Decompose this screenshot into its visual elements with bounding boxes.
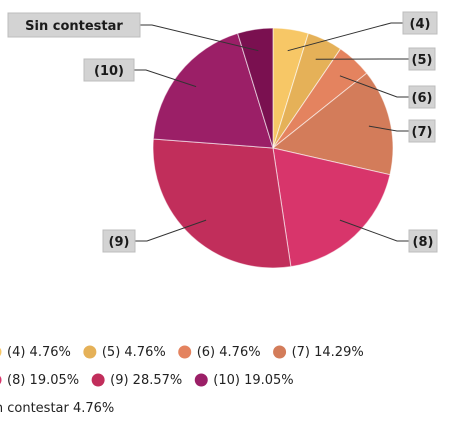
legend-label-7: (7) 14.29% xyxy=(292,345,364,360)
callout-label-sin-contestar: Sin contestar xyxy=(25,19,123,34)
callout-box-9 xyxy=(102,229,136,253)
legend-swatch-7 xyxy=(273,345,287,359)
callout-box-6 xyxy=(408,85,436,109)
legend-label-10: (10) 19.05% xyxy=(213,373,293,388)
legend-label-8: (8) 19.05% xyxy=(7,373,79,388)
callout-box-sin-contestar xyxy=(7,12,141,38)
callout-label-10: (10) xyxy=(94,64,124,79)
legend-label-6: (6) 4.76% xyxy=(197,345,261,360)
callout-box-4 xyxy=(402,11,438,35)
legend-swatch-4 xyxy=(0,347,2,357)
leader-lines-layer xyxy=(134,22,409,242)
callout-box-5 xyxy=(408,47,436,71)
legend-swatch-8 xyxy=(0,375,2,385)
pie-slice-8 xyxy=(272,147,391,268)
callout-label-8: (8) xyxy=(413,235,434,250)
leader-line-6 xyxy=(339,75,409,98)
legend-label-sin-contestar: Sin contestar 4.76% xyxy=(0,401,114,416)
callout-label-7: (7) xyxy=(412,125,433,140)
pie-slice-9 xyxy=(152,138,292,269)
legend-swatch-9 xyxy=(91,373,105,387)
callout-box-8 xyxy=(408,229,438,253)
pie-slice-7 xyxy=(271,72,394,176)
pie-slice-sin-contestar xyxy=(237,27,274,149)
legend-label-5: (5) 4.76% xyxy=(102,345,166,360)
callout-label-9: (9) xyxy=(109,235,130,250)
legend-swatch-5 xyxy=(83,345,97,359)
leader-line-10 xyxy=(134,69,197,88)
callout-label-5: (5) xyxy=(412,53,433,68)
callout-labels-layer: (4) (5) (6) (7) (8) (9) (10) Sin contestar xyxy=(7,11,438,253)
legend: (4) 4.76% (5) 4.76% (6) 4.76% (7) 14.29% (8)… xyxy=(0,345,364,416)
leader-line-9 xyxy=(135,219,207,242)
slices-layer xyxy=(152,27,394,269)
legend-swatch-10 xyxy=(194,373,208,387)
callout-box-7 xyxy=(408,119,436,143)
leader-line-7 xyxy=(368,125,409,132)
leader-line-8 xyxy=(339,219,409,242)
leader-line-4 xyxy=(287,22,403,52)
callout-label-6: (6) xyxy=(412,91,433,106)
legend-label-9: (9) 28.57% xyxy=(110,373,182,388)
legend-swatch-6 xyxy=(178,345,192,359)
legend-label-4: (4) 4.76% xyxy=(7,345,71,360)
callout-box-10 xyxy=(83,58,135,82)
pie-slice-10 xyxy=(152,32,274,149)
callout-label-4: (4) xyxy=(410,17,431,32)
leader-line-sin-contestar xyxy=(140,24,259,52)
